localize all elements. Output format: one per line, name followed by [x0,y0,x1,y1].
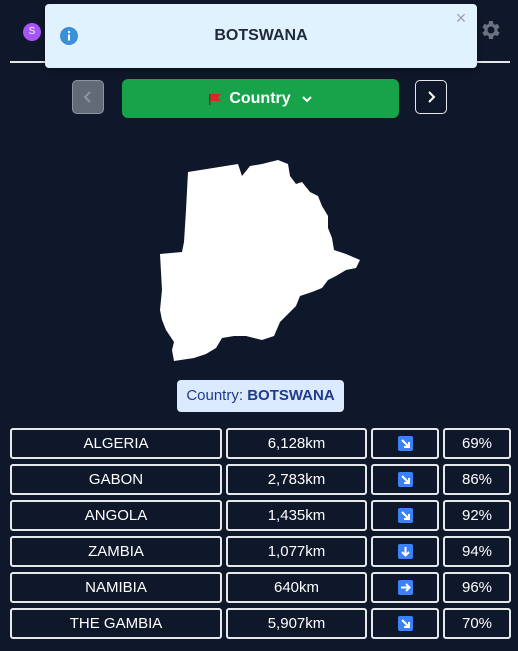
info-icon [60,27,78,45]
guess-country: GABON [10,464,222,495]
answer-prefix: Country: [186,387,244,404]
chevron-right-icon [428,91,436,103]
guess-proximity: 94% [443,536,511,567]
chevron-left-icon [83,91,91,103]
mode-dropdown-button[interactable]: Country [122,79,399,118]
arrow-down-right-icon [397,472,413,487]
guess-country: ALGERIA [10,428,222,459]
guess-direction [371,536,439,567]
guess-proximity: 69% [443,428,511,459]
arrow-right-icon [397,580,413,595]
guess-direction [371,428,439,459]
answer-toast: BOTSWANA × [45,4,477,68]
guess-distance: 2,783km [226,464,367,495]
guess-row: GABON 2,783km 86% [10,464,512,500]
settings-gear-icon[interactable] [478,18,502,42]
guess-distance: 1,435km [226,500,367,531]
guess-row: THE GAMBIA 5,907km 70% [10,608,512,644]
chevron-down-icon [301,95,312,102]
guess-distance: 6,128km [226,428,367,459]
arrow-down-icon [397,544,413,559]
arrow-down-right-icon [397,436,413,451]
guess-proximity: 70% [443,608,511,639]
arrow-down-right-icon [397,508,413,523]
guess-row: ZAMBIA 1,077km 94% [10,536,512,572]
guess-distance: 640km [226,572,367,603]
guess-country: ZAMBIA [10,536,222,567]
guess-direction [371,500,439,531]
mode-label: Country [229,89,291,107]
answer-country-name: BOTSWANA [247,387,335,404]
guess-proximity: 92% [443,500,511,531]
guess-direction [371,608,439,639]
guess-list: ALGERIA 6,128km 69% GABON 2,783km 86% AN… [10,428,512,644]
answer-country-label: Country: BOTSWANA [177,380,344,412]
guess-country: ANGOLA [10,500,222,531]
guess-proximity: 96% [443,572,511,603]
next-button[interactable] [415,80,447,114]
guess-country: THE GAMBIA [10,608,222,639]
guess-row: NAMIBIA 640km 96% [10,572,512,608]
close-icon[interactable]: × [455,8,467,28]
guess-direction [371,572,439,603]
previous-button[interactable] [72,80,104,114]
guess-row: ANGOLA 1,435km 92% [10,500,512,536]
guess-distance: 5,907km [226,608,367,639]
user-avatar[interactable]: S [23,23,41,41]
flag-icon [209,93,222,105]
arrow-down-right-icon [397,616,413,631]
guess-direction [371,464,439,495]
guess-proximity: 86% [443,464,511,495]
toast-title: BOTSWANA [214,27,308,44]
guess-distance: 1,077km [226,536,367,567]
guess-country: NAMIBIA [10,572,222,603]
guess-row: ALGERIA 6,128km 69% [10,428,512,464]
country-silhouette-map [160,160,360,361]
